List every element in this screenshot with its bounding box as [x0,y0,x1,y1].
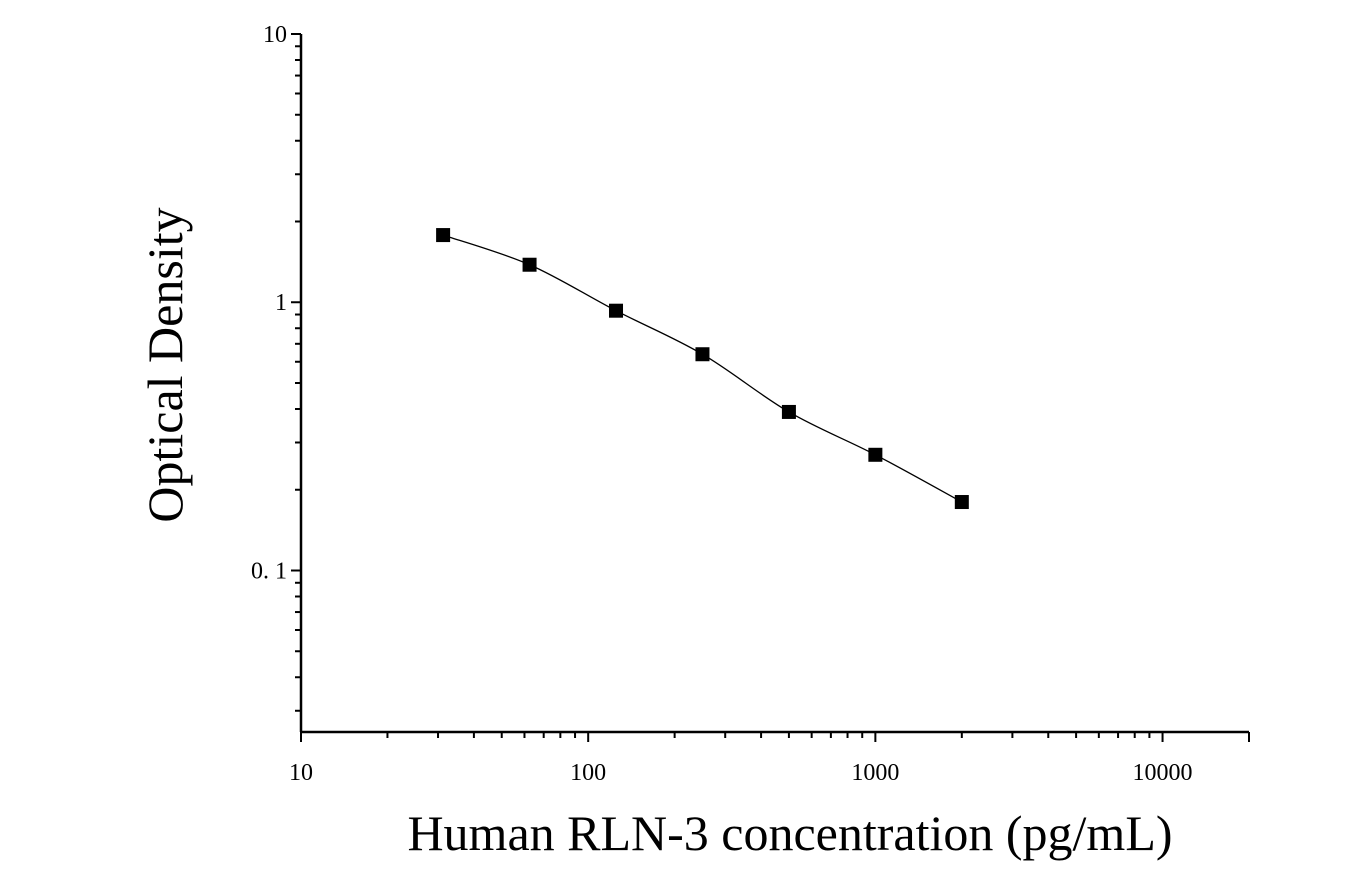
data-point [695,347,710,362]
data-point [781,404,796,419]
data-point [868,447,883,462]
x-ticks: 10 100 1000 10000 [289,732,1250,786]
y-tick-label: 10 [263,22,287,48]
data-point [522,257,537,272]
plot-area: 10 100 1000 10000 0. 1 1 10 [251,22,1250,786]
y-tick-label: 0. 1 [251,558,287,584]
y-tick-label: 1 [275,290,287,316]
fit-curve [442,234,963,503]
data-point [436,228,451,243]
y-axis-title: Optical Density [137,207,193,522]
data-point [609,303,624,318]
x-tick-label: 10000 [1133,760,1193,786]
y-ticks: 0. 1 1 10 [251,22,301,712]
x-tick-label: 10 [289,760,313,786]
x-tick-label: 1000 [851,760,899,786]
x-axis-title: Human RLN-3 concentration (pg/mL) [407,805,1172,861]
fit-curves [442,234,963,503]
x-tick-label: 100 [570,760,606,786]
data-point [954,495,969,510]
data-points [436,228,969,510]
